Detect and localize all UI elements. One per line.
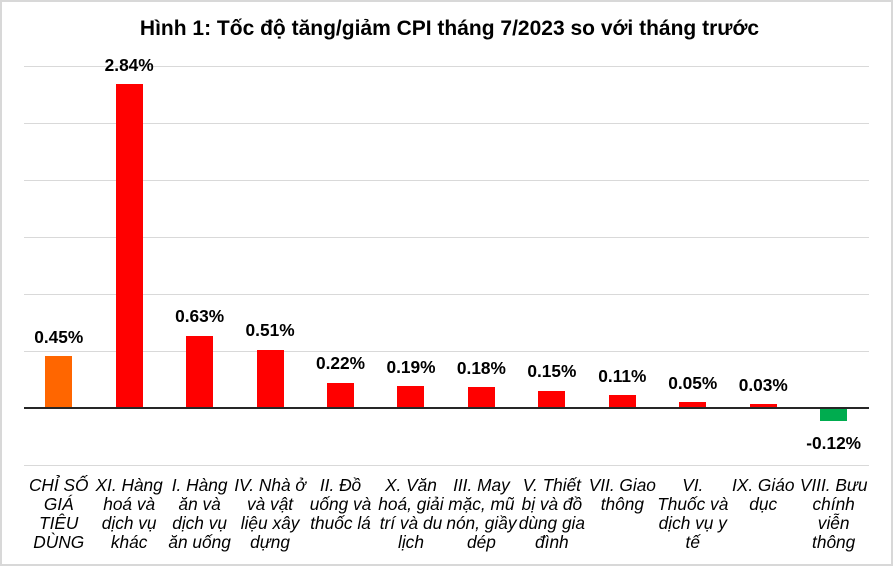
category-label: CHỈ SỐ GIÁ TIÊU DÙNG	[28, 474, 89, 552]
bar-1	[45, 356, 73, 408]
value-label: 2.84%	[104, 54, 154, 75]
x-axis-line	[23, 406, 869, 409]
category-label: XI. Hàng hoá và dịch vụ khác	[95, 474, 163, 552]
chart-title: Hình 1: Tốc độ tăng/giảm CPI tháng 7/202…	[139, 17, 760, 40]
value-label: 0.03%	[738, 374, 788, 395]
category-label: II. Đồ uống và thuốc lá	[309, 474, 372, 533]
bar-8	[538, 390, 566, 408]
category-label: X. Văn hoá, giải trí và du lịch	[378, 474, 444, 552]
gridline	[23, 464, 869, 466]
category-label: VII. Giao thông	[588, 474, 656, 514]
category-label: VIII. Bưu chính viễn thông	[799, 474, 868, 552]
value-label: 0.22%	[316, 353, 366, 374]
category-label: IX. Giáo dục	[732, 474, 795, 514]
gridline	[23, 179, 869, 181]
gridline	[23, 350, 869, 352]
value-label: 0.19%	[386, 356, 436, 377]
value-label: 0.45%	[34, 326, 84, 347]
bar-6	[397, 386, 425, 408]
bar-11	[749, 404, 777, 408]
value-label: -0.12%	[806, 433, 862, 454]
bar-7	[467, 387, 495, 408]
value-label: 0.63%	[175, 306, 225, 327]
bar-9	[608, 395, 636, 408]
bar-5	[327, 382, 355, 408]
value-label: 0.51%	[245, 320, 295, 341]
gridline	[23, 293, 869, 295]
category-label: I. Hàng ăn và dịch vụ ăn uống	[168, 474, 231, 552]
bar-4	[256, 349, 284, 408]
category-label: VI. Thuốc và dịch vụ y tế	[657, 474, 729, 552]
category-label: IV. Nhà ở và vật liệu xây dựng	[234, 474, 306, 552]
gridline	[23, 122, 869, 124]
bar-2	[115, 84, 143, 408]
gridline	[23, 66, 869, 67]
bar-12	[820, 407, 848, 422]
category-label: V. Thiết bị và đồ dùng gia đình	[518, 474, 586, 552]
category-label: III. May mặc, mũ nón, giầy dép	[446, 474, 517, 552]
bar-3	[186, 335, 214, 408]
value-label: 0.05%	[668, 372, 718, 393]
bar-10	[679, 402, 707, 408]
value-label: 0.18%	[456, 357, 506, 378]
gridline	[23, 236, 869, 238]
value-label: 0.11%	[598, 365, 647, 386]
value-label: 0.15%	[527, 361, 577, 382]
